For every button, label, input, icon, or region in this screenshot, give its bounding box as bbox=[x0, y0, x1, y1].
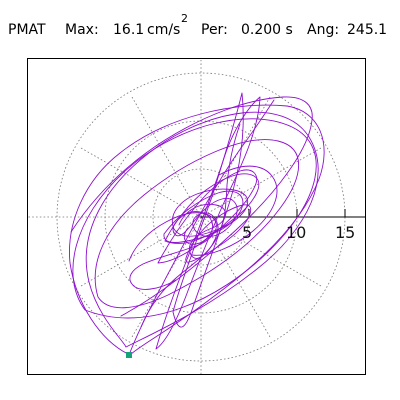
angle-value: 245.1 bbox=[347, 22, 388, 38]
trace-core-noise bbox=[172, 197, 238, 259]
tick-label-15: 15 bbox=[335, 223, 356, 242]
trace-long-diagonal-a bbox=[128, 99, 275, 356]
max-unit: cm/s bbox=[147, 22, 181, 38]
trace-outer-loop-a bbox=[69, 104, 325, 356]
period-label: Per: bbox=[201, 22, 228, 38]
trace-end-marker bbox=[126, 352, 132, 358]
plot-canvas bbox=[28, 60, 365, 374]
grid-ray-60 bbox=[200, 96, 271, 218]
grid-ray-210 bbox=[80, 216, 202, 287]
tick-label-10: 10 bbox=[286, 223, 307, 242]
trace-lower-spike bbox=[140, 123, 241, 328]
trace-core-noise-b bbox=[163, 190, 252, 263]
max-label: Max: bbox=[65, 22, 99, 38]
max-exponent: 2 bbox=[181, 12, 188, 25]
particle-motion-plot: 5 10 15 bbox=[27, 58, 366, 375]
angle-label: Ang: bbox=[307, 22, 340, 38]
tick-label-5: 5 bbox=[242, 223, 253, 242]
trace-outer-loop-b bbox=[85, 111, 319, 348]
trace-left-loops bbox=[128, 212, 217, 290]
grid-ray-150 bbox=[80, 147, 202, 218]
trace-large-ellipse-a bbox=[72, 118, 317, 319]
motion-title: PMAT Max: 16.1 cm/s 2 Per: 0.200 s Ang: … bbox=[0, 0, 400, 44]
trace-large-ellipse-b bbox=[94, 139, 300, 309]
period-value: 0.200 s bbox=[241, 22, 293, 38]
grid-ray-30 bbox=[200, 147, 322, 218]
trace-right-lobe bbox=[191, 165, 278, 256]
particle-motion-trace bbox=[69, 92, 325, 356]
max-value: 16.1 bbox=[113, 22, 145, 38]
axis bbox=[201, 209, 365, 218]
component-label: PMAT bbox=[8, 22, 46, 38]
grid-ray-300 bbox=[200, 216, 271, 338]
trace-tall-spike-a bbox=[172, 92, 244, 328]
